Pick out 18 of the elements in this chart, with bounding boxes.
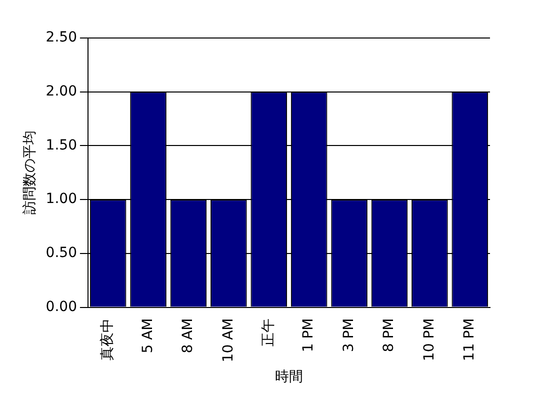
x-tick-label: 8 AM — [180, 318, 196, 354]
x-tick-label: 5 AM — [140, 318, 156, 354]
y-tick-label: 2.50 — [46, 30, 77, 46]
y-tick-label: 1.00 — [46, 191, 77, 208]
x-tick-label: 1 PM — [300, 318, 317, 352]
x-tick-label: 正午 — [260, 318, 277, 346]
y-axis-title: 訪問数の平均 — [22, 130, 38, 215]
x-tick-label: 10 AM — [220, 318, 236, 362]
y-tick-label: 0.00 — [46, 298, 77, 315]
y-tick-label: 0.50 — [46, 245, 77, 262]
y-tick-label: 2.00 — [46, 83, 77, 100]
x-tick-label: 3 PM — [340, 318, 357, 352]
x-tick-label: 11 PM — [462, 318, 478, 362]
x-tick-label: 8 PM — [381, 318, 398, 352]
x-axis-title: 時間 — [274, 369, 303, 386]
x-tick-label: 真夜中 — [100, 318, 116, 360]
y-tick-label: 1.50 — [46, 137, 77, 154]
x-tick-label: 10 PM — [421, 318, 438, 362]
